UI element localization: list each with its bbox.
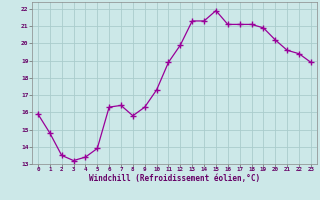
X-axis label: Windchill (Refroidissement éolien,°C): Windchill (Refroidissement éolien,°C) xyxy=(89,174,260,183)
